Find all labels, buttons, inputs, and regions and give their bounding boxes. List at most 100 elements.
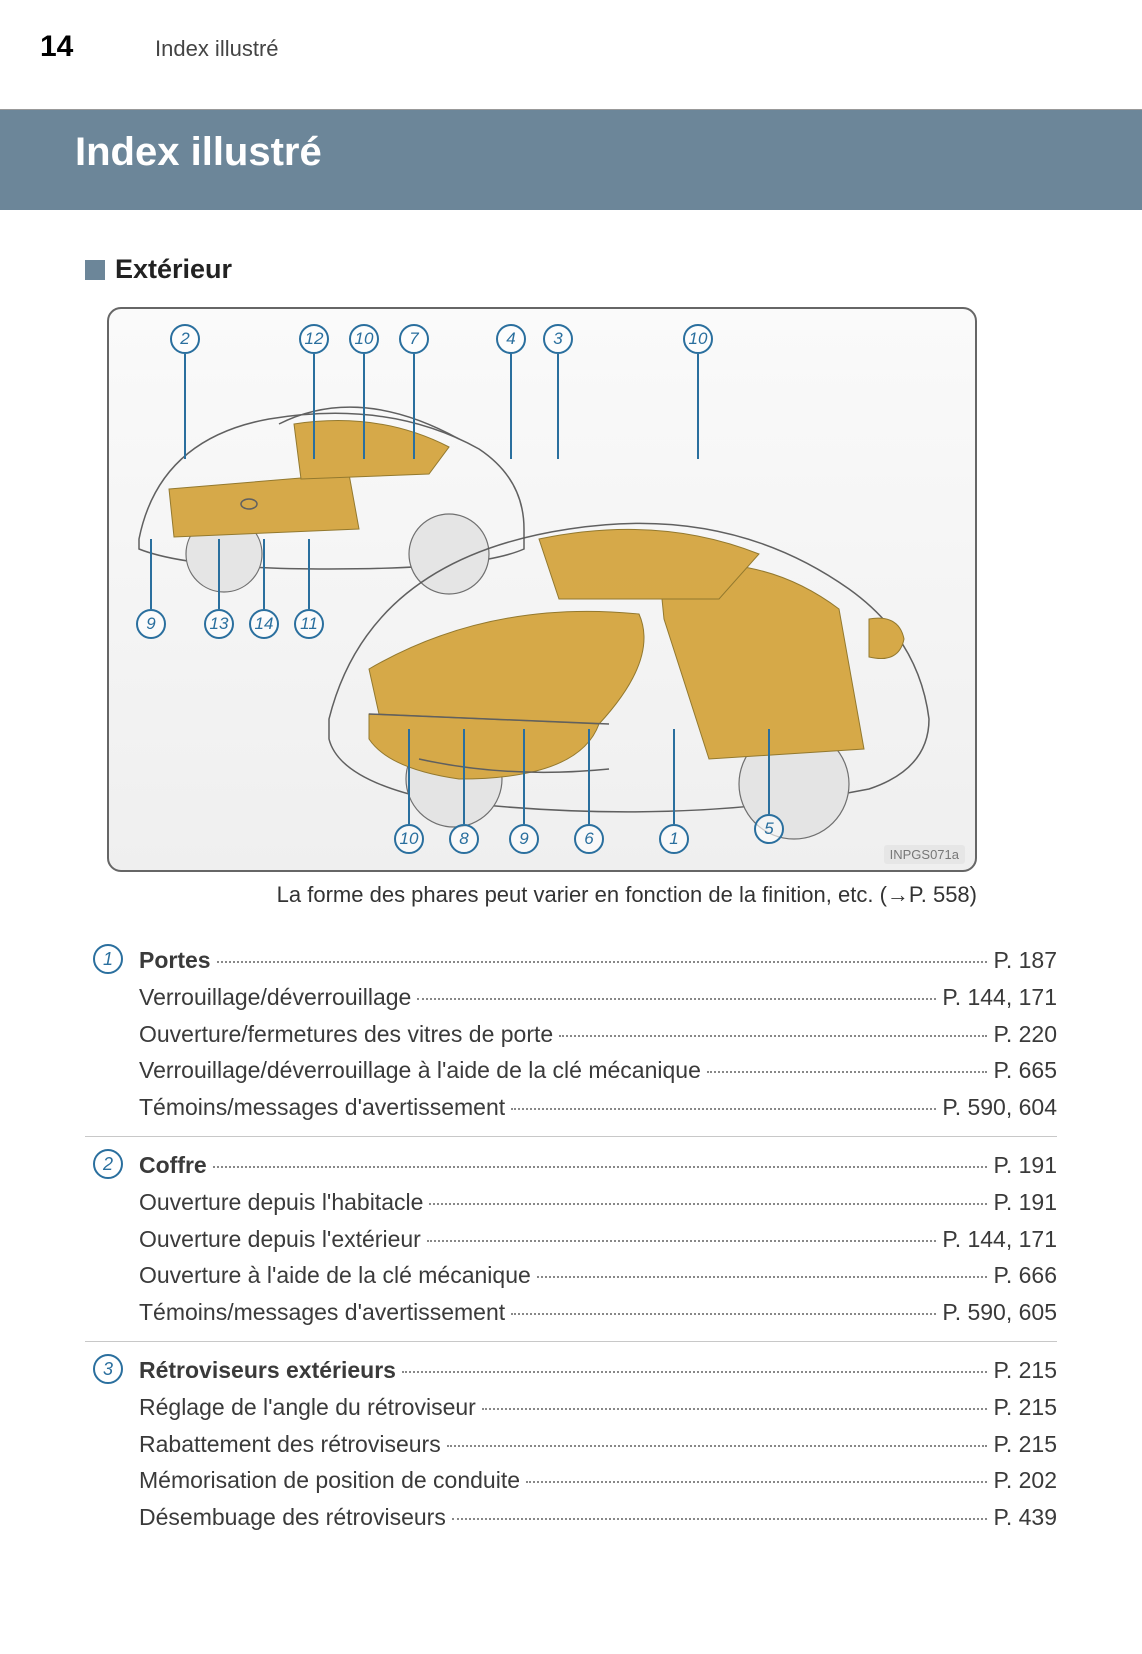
page-header: 14 Index illustré (0, 0, 1142, 110)
callout-leader-line (768, 729, 770, 814)
callout-leader-line (557, 354, 559, 459)
leader-dots (447, 1445, 988, 1447)
leader-dots (417, 998, 936, 1000)
index-row: Réglage de l'angle du rétroviseur P. 215 (85, 1389, 1057, 1426)
leader-dots (427, 1240, 937, 1242)
index-page-ref[interactable]: P. 191 (993, 1147, 1057, 1184)
callout-number: 12 (299, 324, 329, 354)
index-number: 3 (93, 1354, 123, 1384)
content-area: Extérieur (0, 210, 1142, 1546)
index-page-ref[interactable]: P. 590, 604 (942, 1089, 1057, 1126)
index-page-ref[interactable]: P. 215 (993, 1426, 1057, 1463)
callout-leader-line (150, 539, 152, 609)
callout-leader-line (463, 729, 465, 824)
index-page-ref[interactable]: P. 144, 171 (942, 979, 1057, 1016)
callout-leader-line (363, 354, 365, 459)
callout-number: 8 (449, 824, 479, 854)
leader-dots (526, 1481, 987, 1483)
index-row: Verrouillage/déverrouillage P. 144, 171 (85, 979, 1057, 1016)
callout-leader-line (523, 729, 525, 824)
index-label: Verrouillage/déverrouillage (139, 979, 411, 1016)
index-label: Témoins/messages d'avertissement (139, 1089, 505, 1126)
index-page-ref[interactable]: P. 666 (993, 1257, 1057, 1294)
index-number: 2 (93, 1149, 123, 1179)
figure-reference-code: INPGS071a (884, 845, 965, 864)
callout-leader-line (308, 539, 310, 609)
callout-leader-line (313, 354, 315, 459)
leader-dots (537, 1276, 988, 1278)
index-row: 3 Rétroviseurs extérieurs P. 215 (85, 1352, 1057, 1389)
callout-leader-line (510, 354, 512, 459)
index-row: 1PortesP. 187 (85, 942, 1057, 979)
index-label: Ouverture à l'aide de la clé mécanique (139, 1257, 531, 1294)
chapter-banner: Index illustré (0, 110, 1142, 210)
index-label: Coffre (139, 1147, 207, 1184)
index-row: Ouverture depuis l'extérieurP. 144, 171 (85, 1221, 1057, 1258)
callout-number: 2 (170, 324, 200, 354)
callout-number: 6 (574, 824, 604, 854)
page-number: 14 (40, 30, 73, 64)
index-row: Rabattement des rétroviseurs P. 215 (85, 1426, 1057, 1463)
index-group: 3Rétroviseurs extérieursP. 215Réglage de… (85, 1342, 1057, 1546)
section-heading: Extérieur (85, 254, 1057, 285)
index-row: Ouverture/fermetures des vitres de porte… (85, 1016, 1057, 1053)
callout-number: 10 (683, 324, 713, 354)
callout-number: 5 (754, 814, 784, 844)
index-page-ref[interactable]: P. 590, 605 (942, 1294, 1057, 1331)
leader-dots (213, 1166, 988, 1168)
index-page-ref[interactable]: P. 665 (993, 1052, 1057, 1089)
leader-dots (217, 961, 988, 963)
index-row: 2 Coffre P. 191 (85, 1147, 1057, 1184)
index-label: Réglage de l'angle du rétroviseur (139, 1389, 476, 1426)
callout-number: 4 (496, 324, 526, 354)
car-front-illustration (309, 459, 949, 859)
leader-dots (511, 1313, 936, 1315)
callout-leader-line (218, 539, 220, 609)
callout-number: 13 (204, 609, 234, 639)
index-page-ref[interactable]: P. 144, 171 (942, 1221, 1057, 1258)
index-row: Témoins/messages d'avertissement P. 590, … (85, 1089, 1057, 1126)
callout-number: 1 (659, 824, 689, 854)
section-title: Extérieur (115, 254, 232, 285)
index-page-ref[interactable]: P. 191 (993, 1184, 1057, 1221)
index-label: Rabattement des rétroviseurs (139, 1426, 441, 1463)
index-page-ref[interactable]: P. 215 (993, 1352, 1057, 1389)
index-page-ref[interactable]: P. 215 (993, 1389, 1057, 1426)
leader-dots (402, 1371, 988, 1373)
index-label: Ouverture depuis l'habitacle (139, 1184, 423, 1221)
index-page-ref[interactable]: P. 187 (993, 942, 1057, 979)
leader-dots (429, 1203, 987, 1205)
running-title: Index illustré (155, 36, 279, 62)
index-row: Verrouillage/déverrouillage à l'aide de … (85, 1052, 1057, 1089)
index-row: Ouverture depuis l'habitacle P. 191 (85, 1184, 1057, 1221)
callout-number: 14 (249, 609, 279, 639)
callout-number: 7 (399, 324, 429, 354)
callout-number: 9 (509, 824, 539, 854)
index-row: Mémorisation de position de conduite P. 2… (85, 1462, 1057, 1499)
index-label: Désembuage des rétroviseurs (139, 1499, 446, 1536)
index-label: Mémorisation de position de conduite (139, 1462, 520, 1499)
index-group: 1PortesP. 187Verrouillage/déverrouillage… (85, 932, 1057, 1137)
index-label: Ouverture/fermetures des vitres de porte (139, 1016, 553, 1053)
callout-number: 3 (543, 324, 573, 354)
index-page-ref[interactable]: P. 202 (993, 1462, 1057, 1499)
index-page-ref[interactable]: P. 220 (993, 1016, 1057, 1053)
index-page-ref[interactable]: P. 439 (993, 1499, 1057, 1536)
callout-leader-line (413, 354, 415, 459)
chapter-title: Index illustré (75, 130, 322, 175)
callout-leader-line (697, 354, 699, 459)
index-label: Témoins/messages d'avertissement (139, 1294, 505, 1331)
index-row: Ouverture à l'aide de la clé mécanique P.… (85, 1257, 1057, 1294)
callout-leader-line (673, 729, 675, 824)
index-row: Témoins/messages d'avertissement P. 590, … (85, 1294, 1057, 1331)
callout-leader-line (408, 729, 410, 824)
callout-number: 10 (349, 324, 379, 354)
leader-dots (511, 1108, 936, 1110)
callout-number: 9 (136, 609, 166, 639)
callout-number: 10 (394, 824, 424, 854)
leader-dots (482, 1408, 988, 1410)
index-label: Rétroviseurs extérieurs (139, 1352, 396, 1389)
index-label: Portes (139, 942, 211, 979)
index-row: Désembuage des rétroviseurs P. 439 (85, 1499, 1057, 1536)
leader-dots (707, 1071, 988, 1073)
